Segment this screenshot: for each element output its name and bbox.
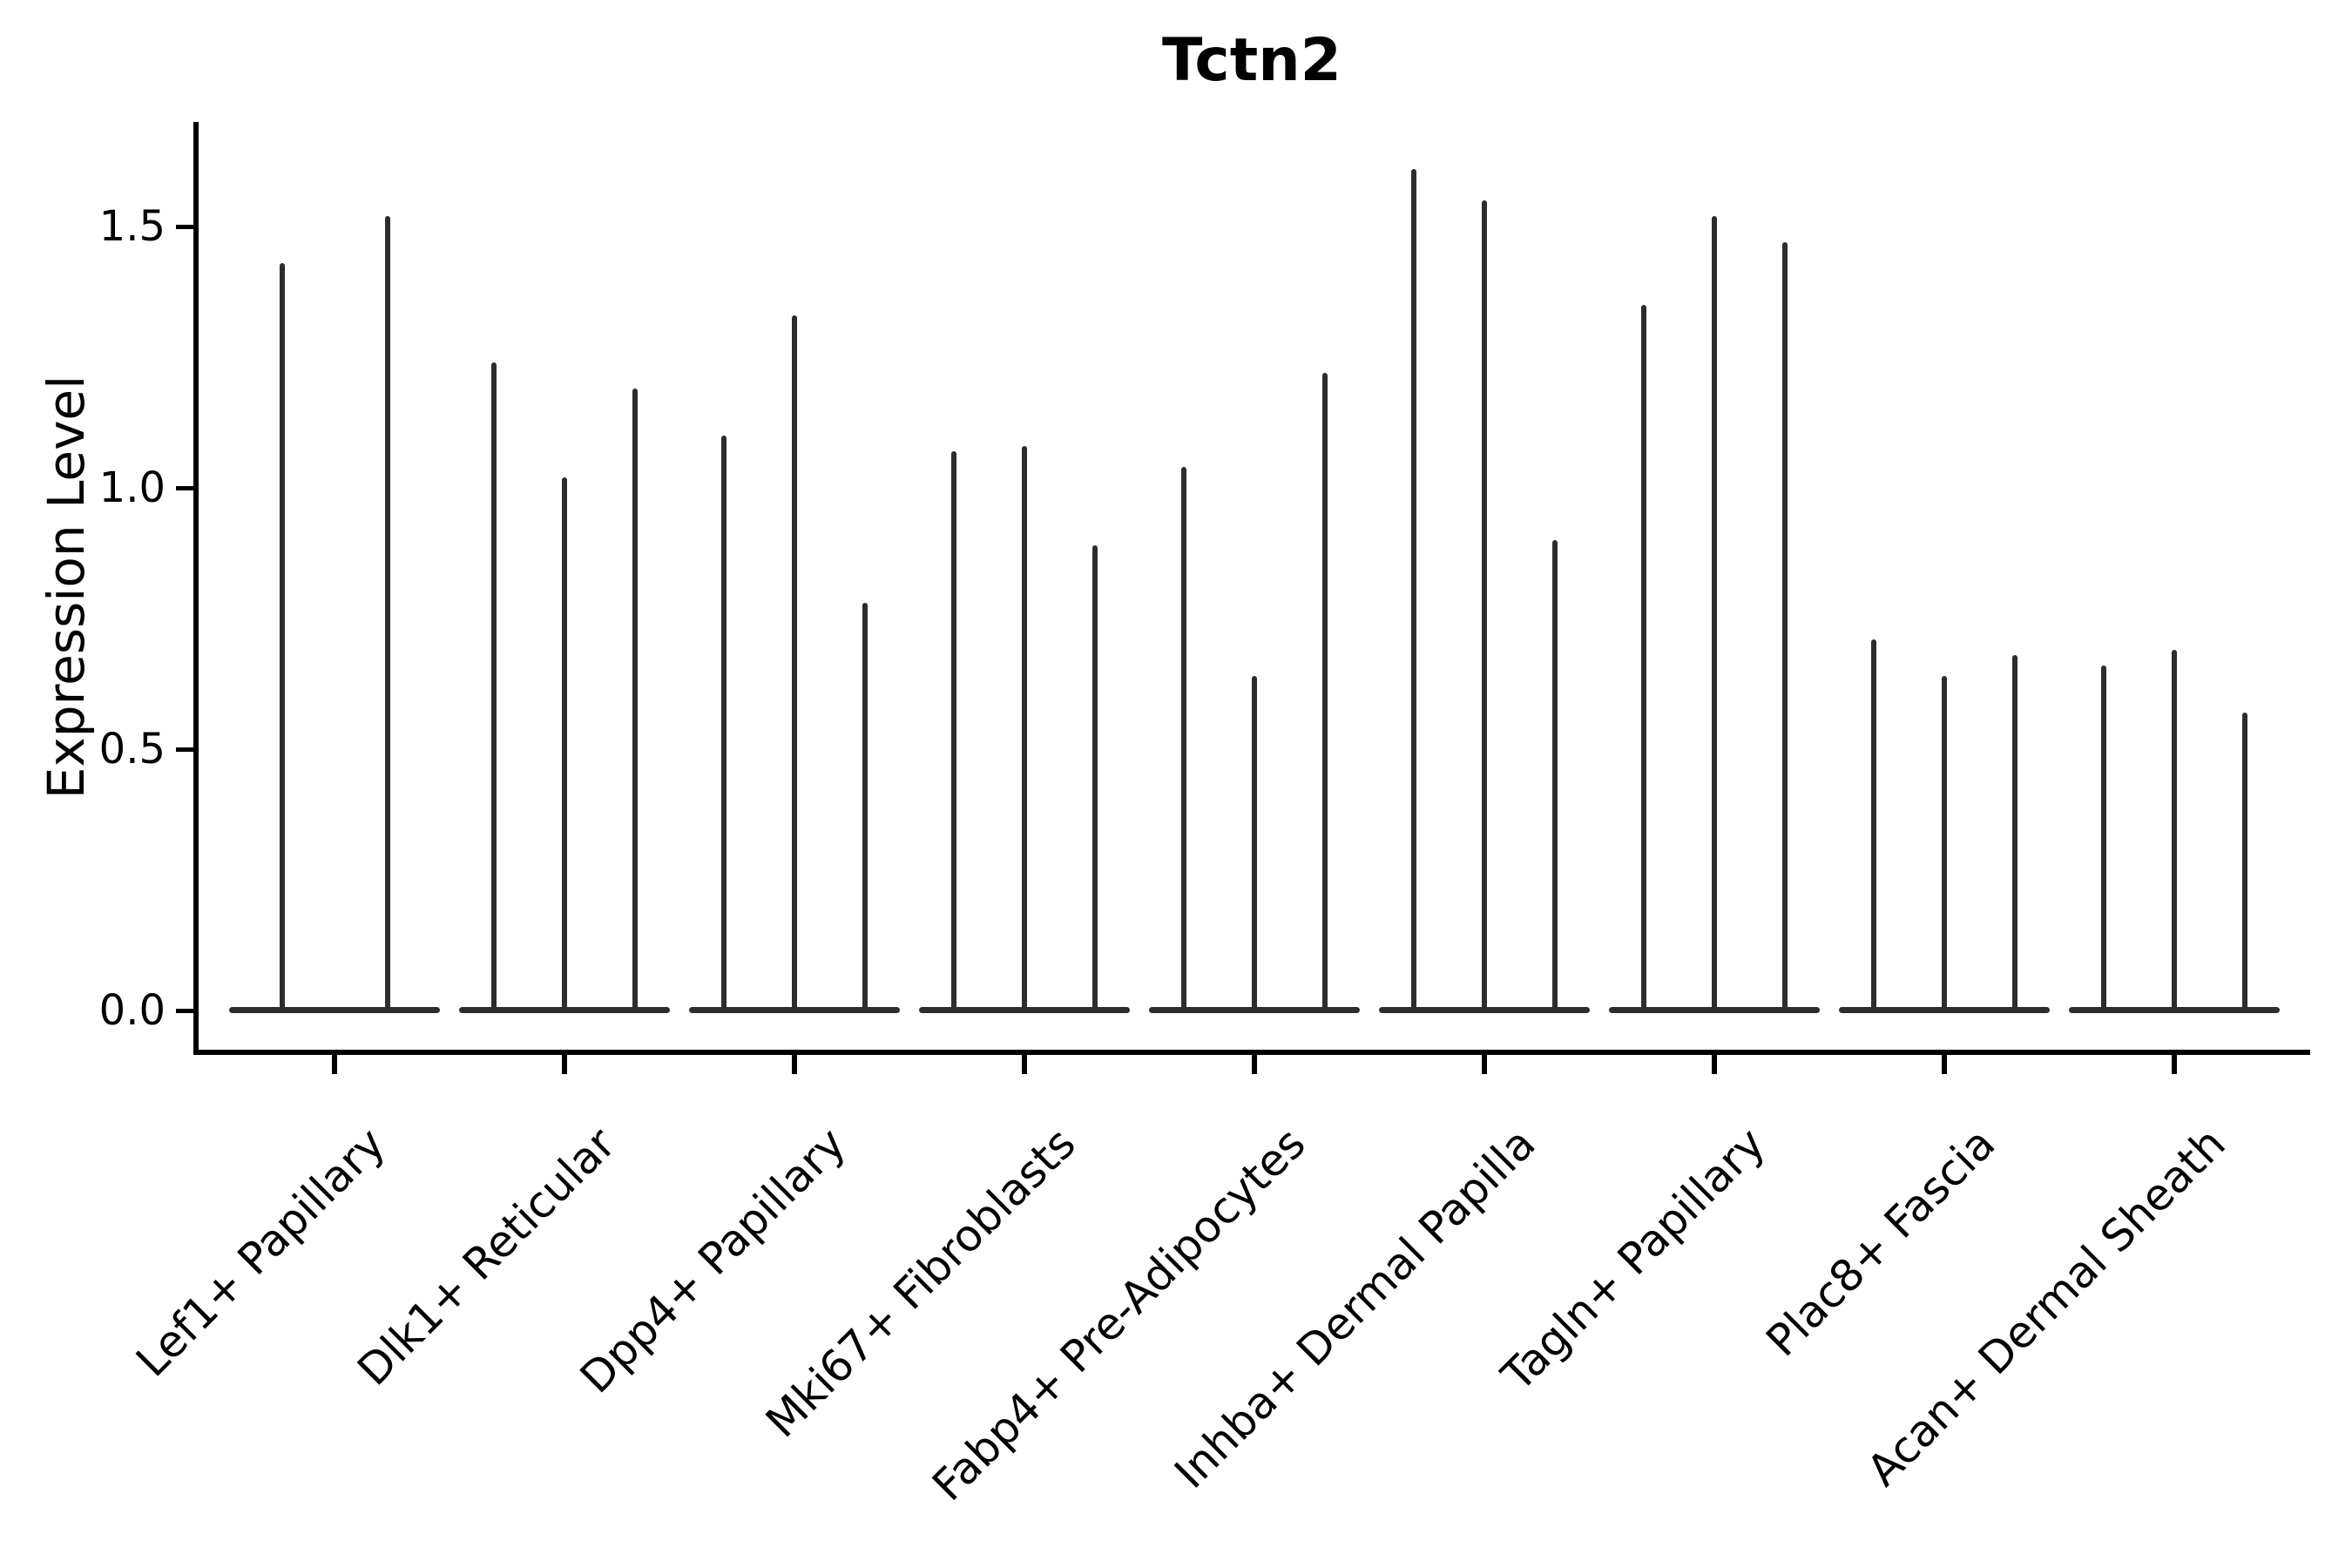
violin-spike <box>1942 676 1947 1010</box>
x-tick-mark <box>1712 1055 1717 1074</box>
violin-spike <box>1092 545 1098 1010</box>
x-tick-mark <box>1942 1055 1947 1074</box>
violin-spike <box>1871 639 1877 1010</box>
x-tick-mark <box>332 1055 337 1074</box>
violin-spike <box>2172 650 2177 1010</box>
violin-spike <box>562 477 567 1010</box>
y-tick-mark <box>176 485 193 490</box>
violin-spike <box>1252 676 1257 1010</box>
violin-spike <box>384 216 390 1010</box>
y-tick-label: 0.0 <box>98 986 166 1035</box>
x-tick-label: Fabp4+ Pre-Adipocytes <box>923 1118 1315 1511</box>
y-tick-label: 1.5 <box>98 202 166 251</box>
violin-spike <box>1781 242 1788 1010</box>
x-tick-mark <box>2172 1055 2177 1074</box>
x-tick-mark <box>792 1055 797 1074</box>
x-axis-line <box>193 1050 2310 1055</box>
violin-spike <box>1641 305 1647 1010</box>
x-tick-label: Lef1+ Papillary <box>126 1118 395 1387</box>
y-tick-mark <box>176 224 193 229</box>
violin-spike <box>1551 540 1558 1010</box>
violin-spike <box>1181 467 1187 1010</box>
y-tick-mark <box>176 1008 193 1013</box>
chart-title: Tctn2 <box>1162 26 1342 95</box>
x-tick-mark <box>562 1055 567 1074</box>
violin-spike <box>951 451 957 1010</box>
violin-spike <box>721 436 727 1010</box>
violin-spike <box>1712 216 1717 1010</box>
x-tick-label: Plac8+ Fascia <box>1756 1118 2005 1367</box>
violin-spike <box>632 389 638 1010</box>
violin-spike <box>279 263 285 1010</box>
violin-spike <box>1022 446 1027 1010</box>
violin-spike <box>2241 713 2247 1010</box>
violin-spike <box>2011 655 2017 1010</box>
y-tick-label: 0.5 <box>98 725 166 774</box>
y-tick-label: 1.0 <box>98 463 166 512</box>
violin-base <box>229 1007 440 1013</box>
y-axis-line <box>193 122 199 1055</box>
violin-spike <box>491 362 497 1010</box>
violin-spike <box>862 603 868 1010</box>
violin-spike <box>2101 666 2107 1010</box>
x-tick-mark <box>1482 1055 1487 1074</box>
x-tick-mark <box>1252 1055 1257 1074</box>
y-tick-mark <box>176 747 193 752</box>
violin-spike <box>792 315 797 1010</box>
x-tick-mark <box>1022 1055 1027 1074</box>
violin-spike <box>1321 373 1328 1010</box>
violin-spike <box>1411 169 1417 1010</box>
violin-spike <box>1482 200 1487 1010</box>
